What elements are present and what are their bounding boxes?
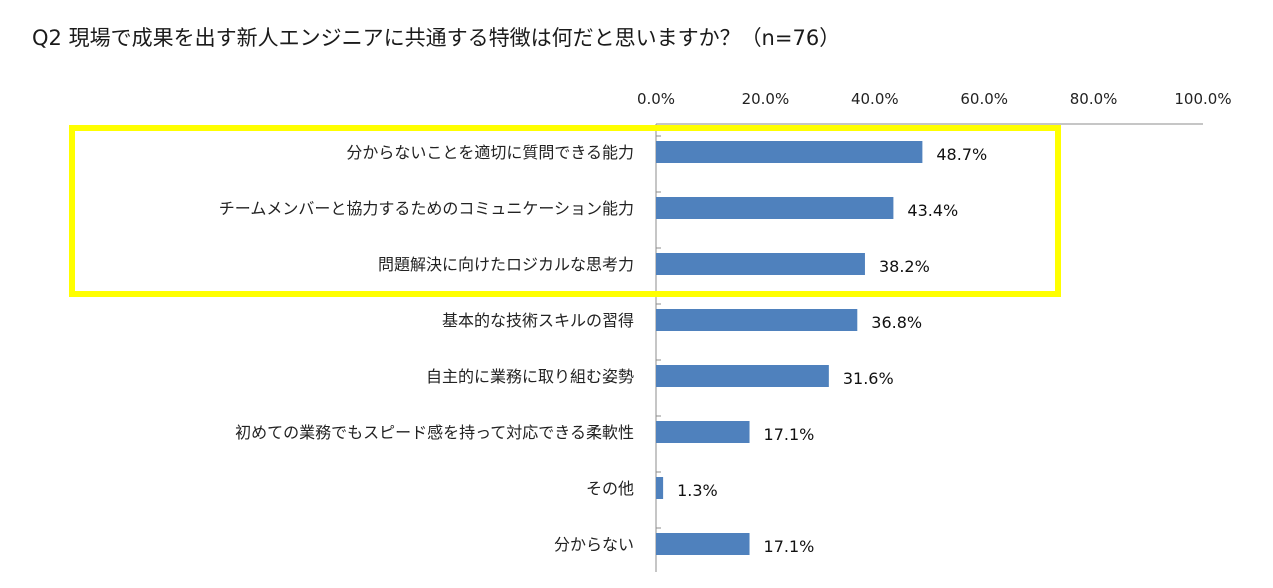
x-tick-label: 60.0% — [960, 90, 1008, 108]
value-label: 36.8% — [871, 313, 922, 332]
bars — [656, 141, 923, 555]
category-labels: 分からないことを適切に質問できる能力チームメンバーと協力するためのコミュニケーシ… — [219, 143, 634, 554]
bar — [656, 141, 923, 163]
x-tick-label: 40.0% — [851, 90, 899, 108]
category-label: チームメンバーと協力するためのコミュニケーション能力 — [219, 199, 634, 218]
category-label: 問題解決に向けたロジカルな思考力 — [378, 255, 634, 274]
category-label: その他 — [586, 479, 634, 498]
bar — [656, 477, 664, 499]
category-label: 基本的な技術スキルの習得 — [442, 311, 634, 330]
category-label: 分からないことを適切に質問できる能力 — [346, 143, 634, 162]
x-tick-label: 20.0% — [742, 90, 790, 108]
value-labels: 48.7% 43.4% 38.2% 36.8% 31.6% 17.1% 1.3% 17.1% — [677, 145, 987, 556]
bar — [656, 309, 858, 331]
value-label: 17.1% — [764, 537, 815, 556]
category-label: 分からない — [554, 535, 634, 554]
bar — [656, 197, 894, 219]
bar — [656, 365, 829, 387]
value-label: 43.4% — [907, 201, 958, 220]
bar — [656, 421, 750, 443]
x-tick-labels: 0.0% 20.0% 40.0% 60.0% 80.0% 100.0% — [637, 90, 1232, 108]
x-tick-label: 0.0% — [637, 90, 675, 108]
highlight-box — [69, 125, 1061, 297]
bar — [656, 533, 750, 555]
chart-title: Q2 現場で成果を出す新人エンジニアに共通する特徴は何だと思いますか？（n=76… — [32, 26, 841, 50]
value-label: 48.7% — [936, 145, 987, 164]
category-label: 初めての業務でもスピード感を持って対応できる柔軟性 — [235, 423, 634, 442]
value-label: 17.1% — [764, 425, 815, 444]
value-label: 31.6% — [843, 369, 894, 388]
bar — [656, 253, 865, 275]
category-label: 自主的に業務に取り組む姿勢 — [426, 367, 634, 386]
x-tick-label: 80.0% — [1070, 90, 1118, 108]
highlight-rect — [69, 125, 1061, 297]
x-tick-label: 100.0% — [1174, 90, 1231, 108]
value-label: 38.2% — [879, 257, 930, 276]
axes — [655, 123, 1203, 572]
value-label: 1.3% — [677, 481, 718, 500]
